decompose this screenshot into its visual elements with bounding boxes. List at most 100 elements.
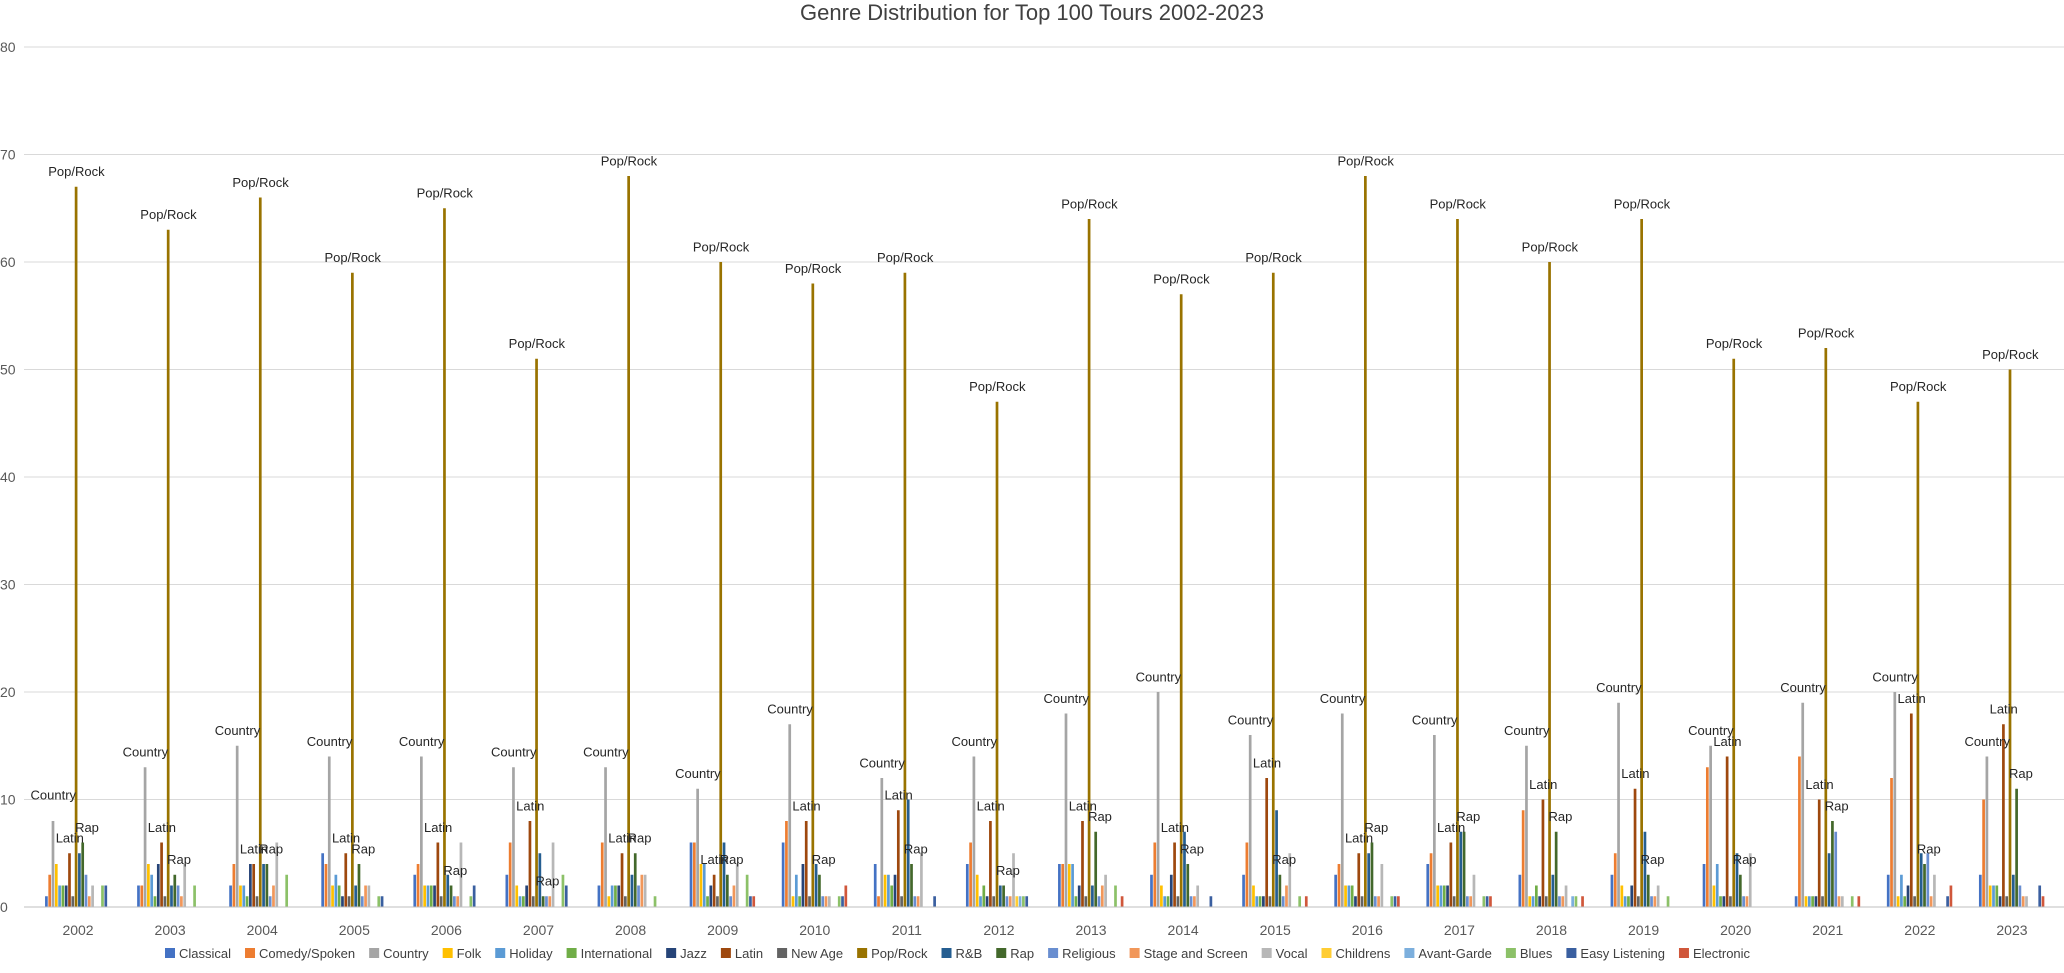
data-label-pop-rock-2009: Pop/Rock	[693, 239, 750, 254]
bar-stage-and-screen-2007	[548, 896, 552, 907]
bar-latin-2019	[1633, 788, 1637, 907]
legend-item-pop-rock: Pop/Rock	[857, 946, 928, 961]
bar-religious-2002	[84, 874, 88, 907]
bar-comedy-spoken-2010	[785, 821, 788, 907]
bar-stage-and-screen-2006	[456, 896, 460, 907]
bar-pop-rock-2015	[1271, 272, 1275, 907]
data-label-latin-2009: Latin	[700, 852, 728, 867]
bar-jazz-2008	[617, 885, 621, 907]
chart-title: Genre Distribution for Top 100 Tours 200…	[800, 0, 1264, 25]
bar-r-b-2015	[1275, 810, 1278, 907]
x-axis-ticks: 2002 2003 2004 2005 2006 2007 2008 2009 2010 2011…	[62, 922, 2027, 938]
data-label-pop-rock-2003: Pop/Rock	[140, 207, 197, 222]
bar-international-2012	[982, 885, 986, 907]
bar-rap-2004	[265, 864, 269, 907]
legend-swatch-pop-rock	[857, 948, 868, 958]
x-tick-label-2009: 2009	[707, 922, 738, 938]
data-label-pop-rock-2005: Pop/Rock	[324, 250, 381, 265]
bar-vocal-2013	[1104, 874, 1107, 907]
bar-folk-2005	[331, 885, 334, 907]
bar-international-2008	[614, 885, 617, 907]
bar-stage-and-screen-2011	[916, 896, 920, 907]
bar-new-age-2015	[1268, 896, 1272, 907]
bar-blues-2012	[1022, 896, 1025, 907]
bar-classical-2011	[873, 864, 877, 907]
bar-rap-2010	[818, 874, 821, 907]
bar-religious-2014	[1189, 896, 1193, 907]
bar-comedy-spoken-2022	[1890, 778, 1893, 907]
bar-easy-listening-2005	[380, 896, 384, 907]
data-label-latin-2022: Latin	[1898, 691, 1926, 706]
data-label-rap-2011: Rap	[904, 841, 928, 856]
bar-jazz-2013	[1077, 885, 1081, 907]
bar-stage-and-screen-2019	[1653, 896, 1657, 907]
bar-vocal-2004	[275, 842, 279, 907]
bar-easy-listening-2022	[1946, 896, 1949, 907]
bar-latin-2002	[68, 853, 71, 907]
bar-religious-2005	[360, 896, 364, 907]
data-label-country-2012: Country	[951, 734, 997, 749]
data-label-pop-rock-2018: Pop/Rock	[1522, 239, 1579, 254]
bar-stage-and-screen-2015	[1285, 885, 1288, 907]
data-label-rap-2009: Rap	[720, 852, 744, 867]
data-label-pop-rock-2016: Pop/Rock	[1337, 153, 1394, 168]
data-label-latin-2007: Latin	[516, 798, 544, 813]
bar-stage-and-screen-2009	[732, 885, 736, 907]
bar-classical-2004	[229, 885, 232, 907]
bar-electronic-2023	[2041, 896, 2045, 907]
data-label-country-2008: Country	[583, 745, 629, 760]
data-label-rap-2013: Rap	[1088, 809, 1112, 824]
bar-holiday-2017	[1439, 885, 1443, 907]
bar-country-2004	[235, 745, 239, 907]
bar-classical-2020	[1702, 864, 1706, 907]
bar-jazz-2009	[709, 885, 713, 907]
data-label-country-2004: Country	[215, 723, 261, 738]
legend-label-jazz: Jazz	[680, 946, 707, 961]
bar-electronic-2016	[1397, 896, 1400, 907]
bar-blues-2021	[1850, 896, 1854, 907]
x-tick-label-2020: 2020	[1720, 922, 1751, 938]
legend-swatch-rap	[996, 948, 1007, 958]
data-label-latin-2018: Latin	[1529, 777, 1557, 792]
bar-stage-and-screen-2021	[1837, 896, 1841, 907]
bar-country-2005	[327, 756, 331, 907]
bar-rap-2011	[910, 864, 913, 907]
bar-latin-2016	[1357, 853, 1361, 907]
bar-international-2022	[1903, 896, 1907, 907]
bar-latin-2004	[252, 864, 256, 907]
bar-holiday-2010	[794, 874, 798, 907]
bar-pop-rock-2014	[1179, 294, 1183, 907]
bar-pop-rock-2023	[2008, 369, 2012, 907]
data-label-pop-rock-2011: Pop/Rock	[877, 250, 934, 265]
bar-new-age-2008	[623, 896, 627, 907]
bar-holiday-2013	[1071, 864, 1074, 907]
bar-country-2002	[51, 821, 55, 907]
bar-latin-2008	[620, 853, 624, 907]
bar-jazz-2010	[801, 864, 805, 907]
data-label-pop-rock-2010: Pop/Rock	[785, 261, 842, 276]
legend: Classical Comedy/Spoken Country Folk Holiday…	[165, 946, 1751, 961]
bar-r-b-2007	[538, 853, 542, 907]
data-label-country-2015: Country	[1228, 712, 1274, 727]
bar-new-age-2017	[1452, 896, 1456, 907]
legend-swatch-new-age	[777, 948, 788, 958]
x-tick-label-2021: 2021	[1812, 922, 1843, 938]
bar-classical-2007	[505, 874, 509, 907]
legend-swatch-childrens	[1321, 948, 1332, 958]
legend-swatch-religious	[1048, 948, 1059, 958]
bar-vocal-2002	[91, 885, 94, 907]
data-label-pop-rock-2002: Pop/Rock	[48, 164, 105, 179]
bar-electronic-2018	[1581, 896, 1584, 907]
legend-swatch-r-b	[941, 948, 952, 958]
bar-easy-listening-2023	[2038, 885, 2042, 907]
bar-international-2018	[1535, 885, 1538, 907]
bar-vocal-2017	[1472, 874, 1476, 907]
bar-rap-2005	[357, 864, 361, 907]
data-label-latin-2020: Latin	[1713, 734, 1741, 749]
x-tick-label-2016: 2016	[1352, 922, 1383, 938]
bar-vocal-2005	[367, 885, 371, 907]
bar-vocal-2007	[551, 842, 555, 907]
bar-classical-2012	[965, 864, 969, 907]
data-label-pop-rock-2017: Pop/Rock	[1430, 196, 1487, 211]
legend-label-international: International	[581, 946, 653, 961]
